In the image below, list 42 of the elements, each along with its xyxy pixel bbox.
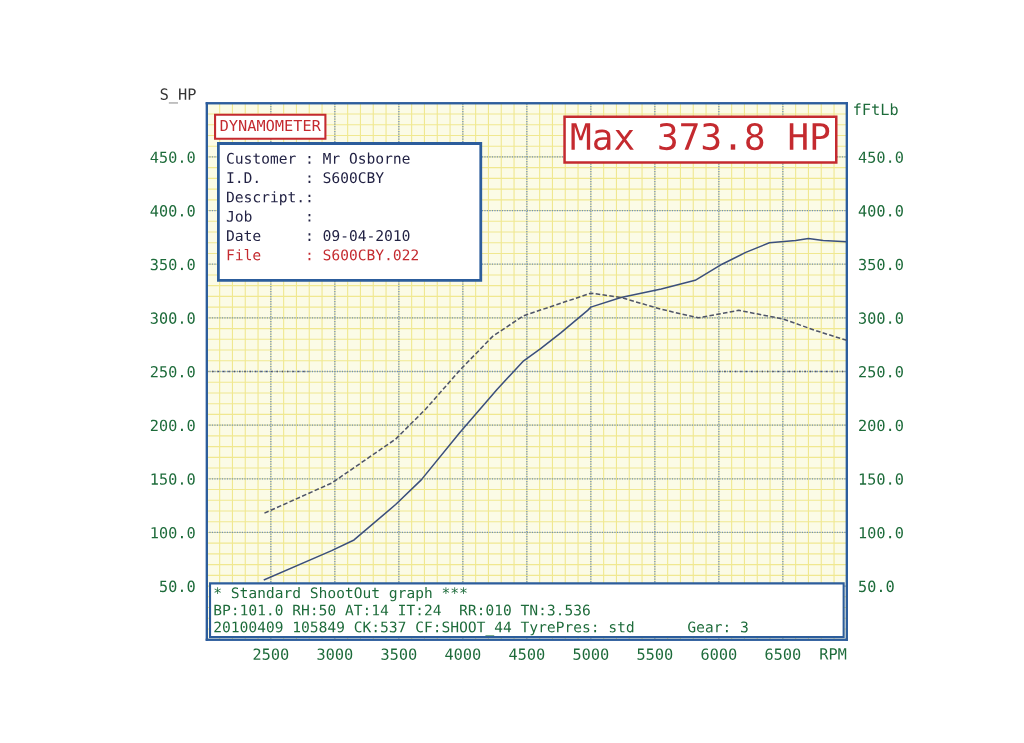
x-tick-label: 2500 [253,648,289,660]
y-tick-label: 350.0 [150,258,195,271]
line-series [263,292,847,514]
annotation: Descript.: [227,191,311,206]
y-tick-label: 450.0 [150,151,195,163]
y2-tick-label: 200.0 [859,419,903,432]
x-tick-label: 6000 [701,648,737,660]
y2-tick-label: 250.0 [859,366,903,378]
x-tick-label: 4500 [509,648,545,660]
annotation: Job : [226,210,311,222]
y2-tick-label: 300.0 [858,312,903,324]
annotation: 20100409 105849 CK:537 CF:SHOOT_44 TyrePres: std Gear: 3 [214,621,748,636]
annotation: Customer : Mr Osborne [227,152,410,164]
y-tick-label: 50.0 [160,580,195,593]
y2-tick-label: 50.0 [859,580,894,593]
y-tick-label: 300.0 [150,312,195,324]
x-tick-label: 5000 [573,648,609,660]
annotation: Max 373.8 HP [571,122,830,151]
annotation: I.D. : S600CBY [227,172,384,184]
x-tick-label: 6500 [765,648,801,660]
y2-tick-label: 400.0 [858,205,903,217]
x-tick-label: 3000 [317,648,353,660]
x-tick-label: 4000 [445,648,481,660]
y2-tick-label: 450.0 [858,151,903,163]
annotation: * Standard ShootOut graph *** [214,587,467,602]
y-tick-label: 150.0 [151,473,195,485]
y-tick-label: 100.0 [151,526,195,539]
text: DYNAMOMETER [220,119,321,132]
y2-tick-label: 350.0 [858,258,903,271]
y-tick-label: 200.0 [150,419,195,432]
annotation: Date : 09-04-2010 [227,230,410,242]
y-axis-title: S_HP [160,88,196,104]
annotation: File : S600CBY.022 [227,249,418,261]
y2-axis-title: fFtLb [854,103,898,116]
x-tick-label: 3500 [381,648,417,660]
x-axis-title: RPM [820,648,847,660]
y-tick-label: 400.0 [150,205,195,217]
y-tick-label: 250.0 [150,366,195,378]
y2-tick-label: 100.0 [859,526,903,539]
x-tick-label: 5500 [637,648,673,660]
y2-tick-label: 150.0 [859,473,903,485]
annotation: BP:101.0 RH:50 AT:14 IT:24 RR:010 TN:3.536 [214,604,590,616]
